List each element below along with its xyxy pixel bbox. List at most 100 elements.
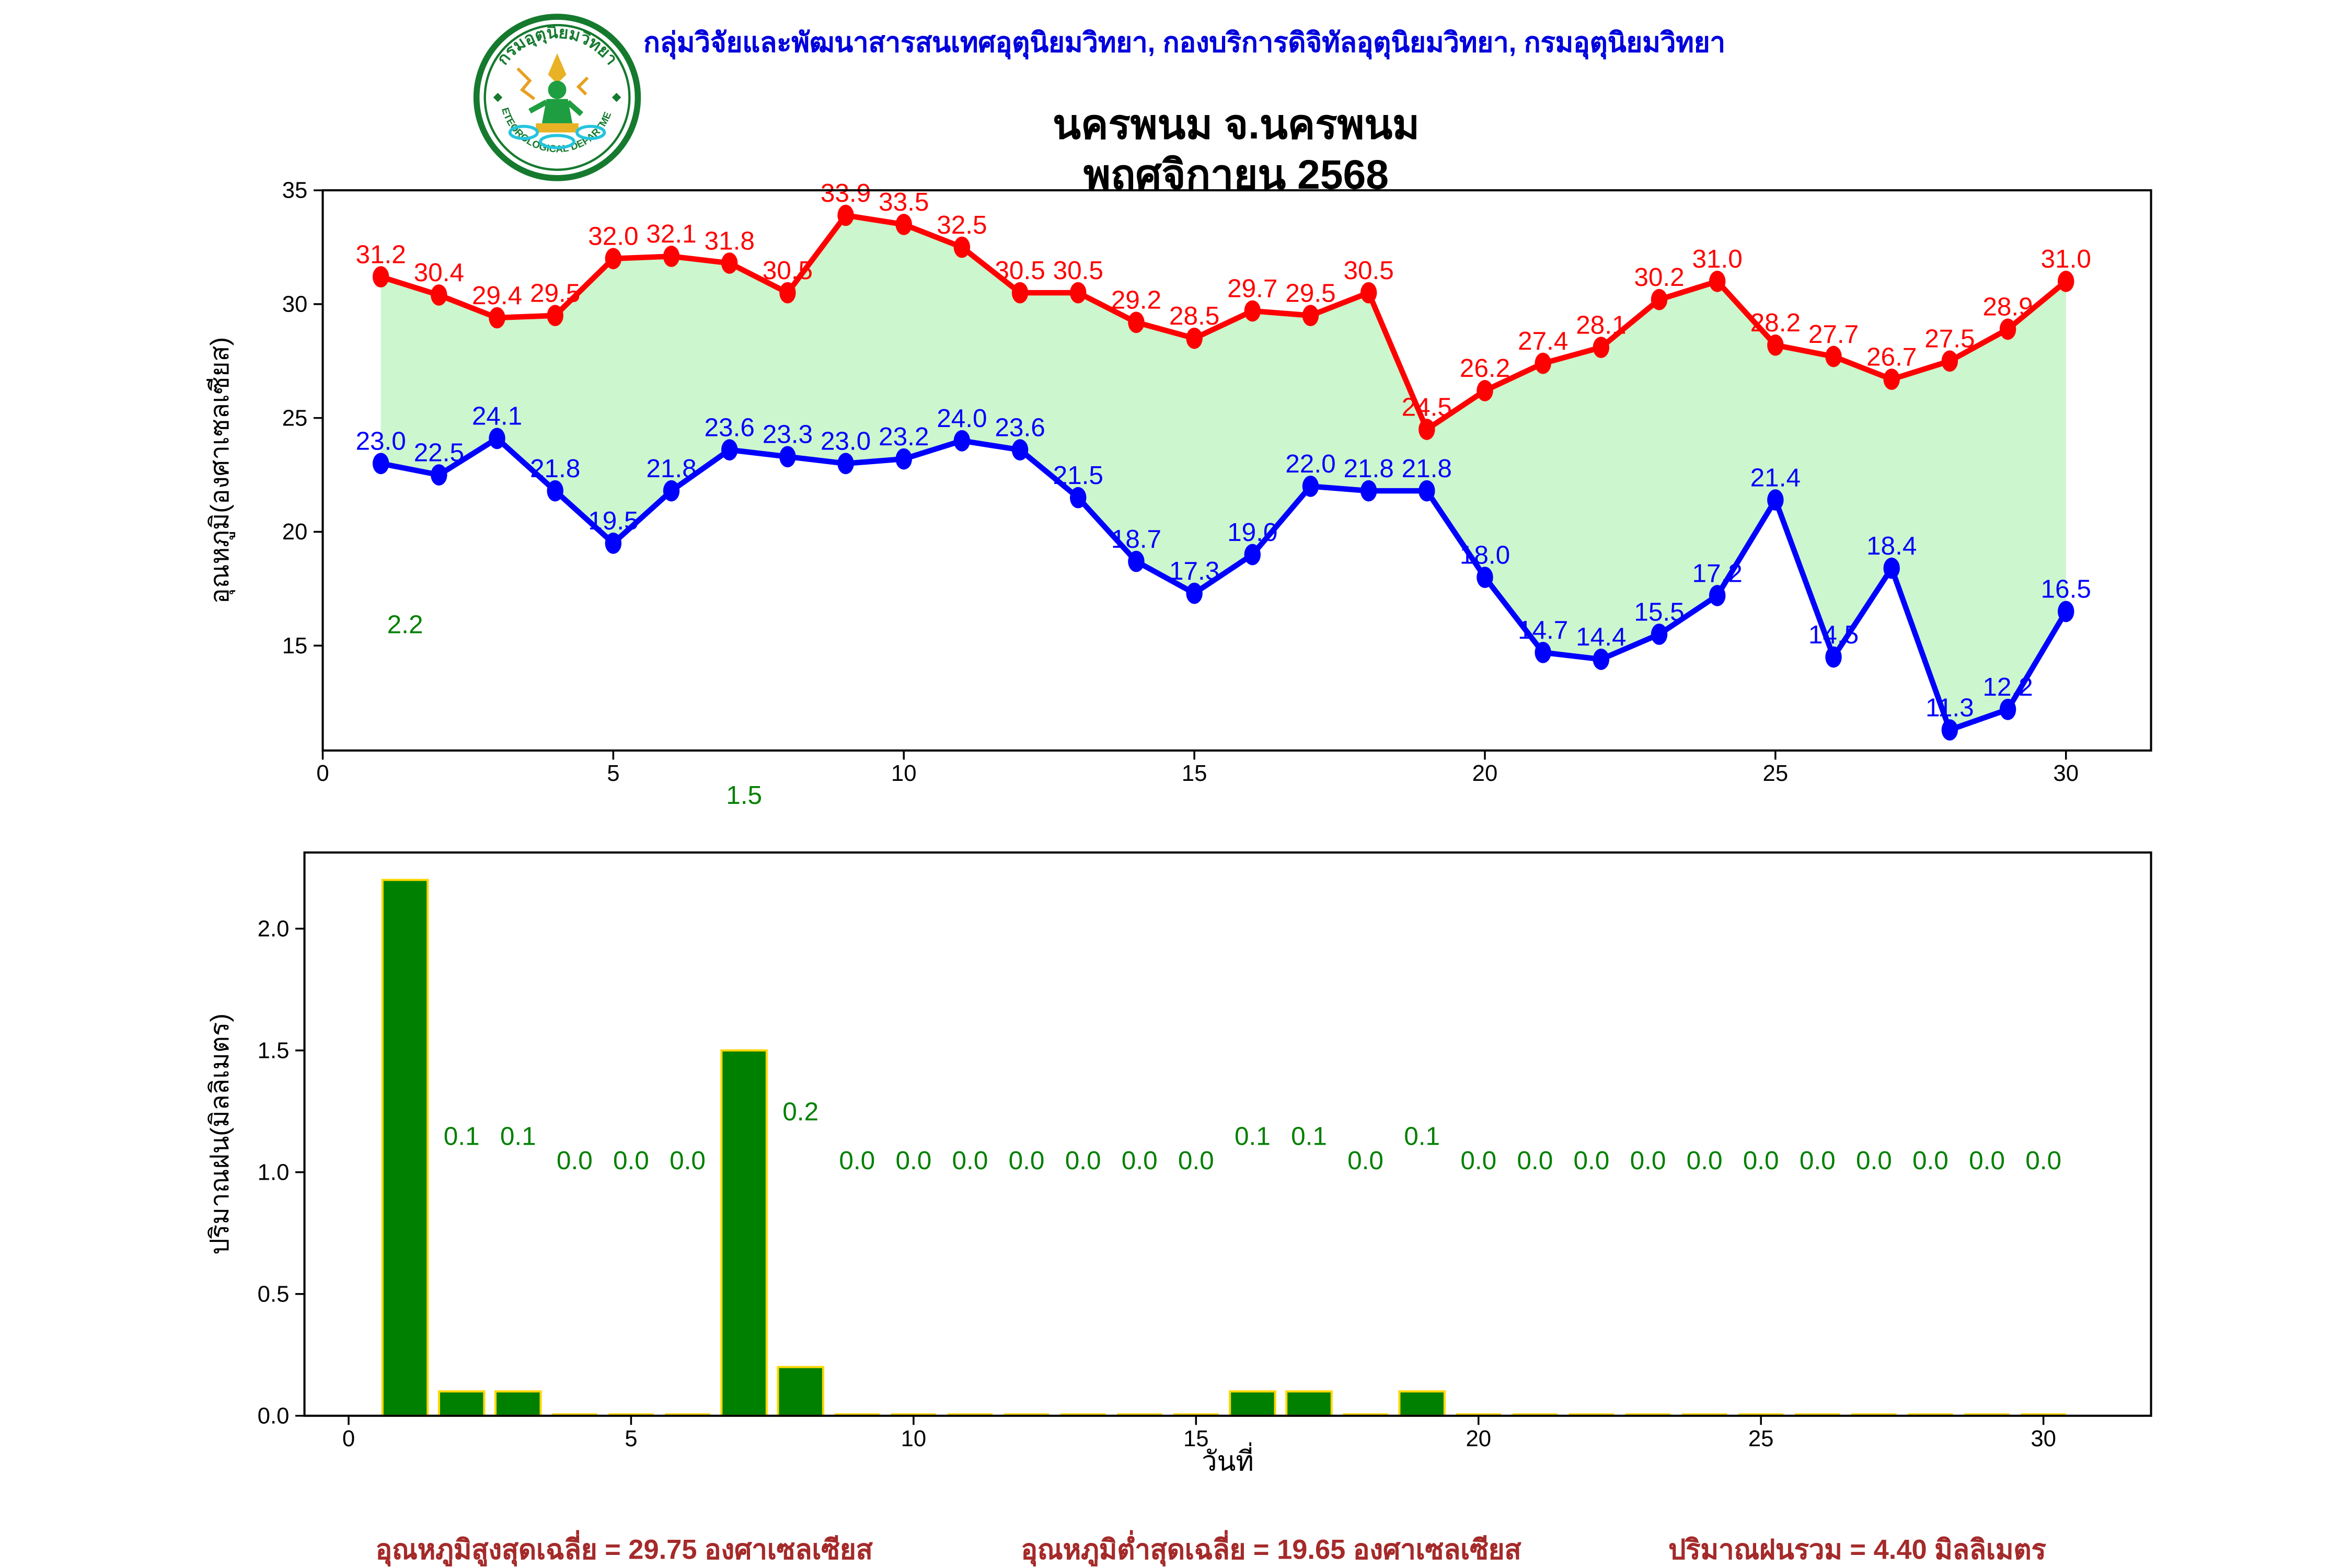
min-temperature-value-label: 22.5 xyxy=(414,438,464,467)
max-temperature-marker xyxy=(1825,345,1842,367)
min-temperature-marker xyxy=(1941,719,1958,741)
rainfall-axes-frame xyxy=(303,851,2152,1417)
max-temperature-marker xyxy=(779,282,796,304)
max-temperature-marker xyxy=(1593,337,1610,359)
rainfall-x-axis-label: วันที่ xyxy=(1202,1443,1254,1477)
max-temperature-marker xyxy=(605,248,622,270)
max-temperature-marker xyxy=(547,305,563,327)
rain-bar xyxy=(1285,1390,1333,1417)
rain-value-label: 0.0 xyxy=(1347,1146,1383,1175)
max-temperature-marker xyxy=(1419,419,1435,440)
rain-value-label: 0.0 xyxy=(1969,1146,2005,1175)
max-temperature-marker xyxy=(1767,334,1784,356)
max-temperature-marker xyxy=(1999,318,2016,340)
max-temperature-marker xyxy=(1651,289,1668,310)
rain-value-label: 0.0 xyxy=(1460,1146,1496,1175)
min-temperature-marker xyxy=(1186,582,1203,604)
min-temperature-marker xyxy=(721,439,738,461)
rain-value-label: 0.0 xyxy=(1009,1146,1045,1175)
max-temperature-value-label: 27.7 xyxy=(1808,320,1859,349)
x-tick-label: 25 xyxy=(1748,1426,1774,1451)
max-temperature-value-label: 31.0 xyxy=(1692,245,1742,273)
max-temperature-value-label: 31.8 xyxy=(705,226,755,255)
max-temperature-marker xyxy=(2057,270,2074,292)
min-temperature-value-label: 18.4 xyxy=(1866,532,1917,560)
x-tick-label: 5 xyxy=(607,760,619,786)
min-temperature-value-label: 19.5 xyxy=(588,506,638,535)
min-temperature-value-label: 24.0 xyxy=(937,404,987,433)
rain-bar-zero xyxy=(665,1413,710,1416)
max-temperature-value-label: 24.5 xyxy=(1402,393,1452,421)
min-temperature-marker xyxy=(1825,646,1842,668)
max-temperature-marker xyxy=(1883,368,1900,390)
min-temperature-marker xyxy=(372,453,389,475)
min-temperature-line xyxy=(380,435,2069,734)
rainfall-plot-area xyxy=(304,852,2151,1416)
max-temperature-line xyxy=(380,212,2068,434)
rain-value-label: 0.0 xyxy=(1065,1146,1101,1175)
rain-value-label: 0.0 xyxy=(1630,1146,1666,1175)
logo-emblem xyxy=(493,53,621,149)
min-temperature-marker xyxy=(895,448,912,470)
min-temperature-marker xyxy=(489,428,505,449)
max-temperature-value-label: 27.4 xyxy=(1518,327,1568,355)
rain-bar-zero xyxy=(1173,1413,1219,1416)
logo-pedestal xyxy=(536,123,579,133)
max-temperature-value-label: 30.5 xyxy=(995,256,1045,285)
max-temperature-value-label: 30.4 xyxy=(414,258,464,287)
max-temperature-value-label: 32.1 xyxy=(646,220,696,248)
rain-bar-zero xyxy=(834,1413,880,1416)
min-temperature-value-label: 11.3 xyxy=(1926,693,1974,722)
min-temperature-marker xyxy=(953,430,971,452)
max-temperature-marker xyxy=(953,236,971,258)
max-temperature-value-label: 30.5 xyxy=(1053,256,1103,285)
y-tick-label: 2.0 xyxy=(258,916,290,941)
rain-bar-zero xyxy=(1569,1413,1615,1416)
x-tick-label: 20 xyxy=(1466,1426,1491,1451)
min-temperature-marker xyxy=(1360,480,1377,502)
max-temperature-marker xyxy=(431,284,447,306)
logo-star-icon xyxy=(612,93,621,102)
rain-bar xyxy=(1229,1390,1276,1417)
min-temperature-value-label: 21.8 xyxy=(530,454,580,483)
min-temperature-marker xyxy=(837,453,854,475)
max-temperature-value-label: 29.2 xyxy=(1111,286,1161,315)
min-temperature-value-label: 23.6 xyxy=(995,413,1045,442)
logo-inner-ring xyxy=(483,24,631,171)
max-temperature-marker xyxy=(1244,300,1261,322)
max-temperature-marker xyxy=(1186,327,1203,349)
y-tick-label: 0.5 xyxy=(258,1281,290,1307)
max-temperature-marker xyxy=(1011,282,1029,304)
x-tick-label: 20 xyxy=(1472,760,1498,786)
min-temperature-marker xyxy=(1070,487,1087,509)
x-tick-label: 15 xyxy=(1183,1426,1209,1451)
rain-value-label: 0.0 xyxy=(1743,1146,1779,1175)
x-tick-label: 5 xyxy=(625,1426,637,1451)
rain-value-label: 0.0 xyxy=(895,1146,931,1175)
x-tick-label: 25 xyxy=(1763,760,1789,786)
rain-value-label: 0.0 xyxy=(1912,1146,1949,1175)
rain-bar xyxy=(437,1390,486,1417)
min-temperature-marker xyxy=(547,480,563,502)
max-temperature-value-label: 26.7 xyxy=(1866,342,1917,371)
x-tick-label: 0 xyxy=(316,760,329,786)
min-temperature-value-label: 21.5 xyxy=(1053,461,1103,490)
max-temperature-value-label: 28.2 xyxy=(1750,308,1801,337)
max-temperature-value-label: 27.5 xyxy=(1924,325,1975,353)
y-tick-label: 1.0 xyxy=(258,1159,290,1185)
rain-bar-zero xyxy=(1512,1413,1558,1416)
rain-bar-zero xyxy=(1004,1413,1050,1416)
rain-bar-zero xyxy=(1738,1413,1784,1416)
max-temperature-value-label: 30.5 xyxy=(763,256,813,285)
max-temperature-marker xyxy=(1941,350,1958,372)
max-temperature-value-label: 33.9 xyxy=(821,179,871,207)
min-temperature-marker xyxy=(1419,480,1435,502)
rain-value-label: 0.1 xyxy=(444,1122,480,1150)
min-temperature-value-label: 21.8 xyxy=(646,454,696,483)
min-temperature-marker xyxy=(1244,544,1261,566)
max-temperature-marker xyxy=(837,204,854,226)
max-temperature-value-label: 32.5 xyxy=(937,211,987,239)
x-tick-label: 0 xyxy=(342,1426,355,1451)
min-temperature-value-label: 24.1 xyxy=(472,402,522,431)
logo-lightning-icon xyxy=(576,76,589,96)
